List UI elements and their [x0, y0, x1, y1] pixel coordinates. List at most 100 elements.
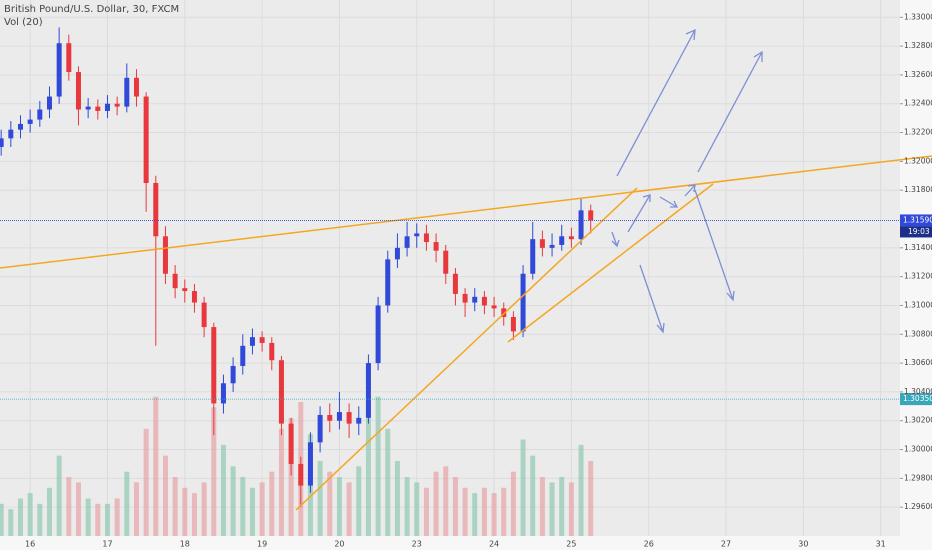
volume-bar — [404, 477, 410, 536]
candle-body — [307, 442, 313, 486]
volume-bar — [220, 444, 226, 536]
volume-bar — [66, 477, 72, 536]
volume-bar — [172, 477, 178, 536]
arrow — [627, 194, 651, 233]
volume-bar — [162, 455, 168, 536]
candle-body — [133, 77, 139, 97]
candle-body — [539, 239, 545, 248]
countdown: 19:03 — [908, 227, 930, 236]
y-tick-label: 1.31000 — [904, 300, 932, 309]
candle-body — [568, 236, 574, 240]
volume-bar — [211, 407, 217, 536]
candle-body — [56, 43, 62, 97]
y-tick-label: 1.33000 — [904, 12, 932, 21]
candle-body — [153, 182, 159, 237]
candle-body — [288, 423, 294, 464]
candle-body — [394, 247, 400, 260]
candle-body — [27, 119, 33, 124]
y-tick-label: 1.30000 — [904, 445, 932, 454]
y-tick-label: 1.31200 — [904, 272, 932, 281]
candle-body — [191, 291, 197, 303]
volume-bar — [17, 498, 23, 536]
x-tick-label: 19 — [257, 540, 267, 549]
price-label-box — [900, 214, 932, 227]
candle-body — [124, 77, 130, 107]
y-tick-label: 1.32200 — [904, 128, 932, 137]
volume-bar — [56, 455, 62, 536]
volume-bar — [230, 466, 236, 536]
candle-body — [346, 412, 352, 424]
x-tick-label: 31 — [876, 540, 886, 549]
candle-body — [481, 296, 487, 306]
volume-bar — [114, 498, 120, 536]
volume-bar — [414, 482, 420, 536]
volume-bar — [201, 482, 207, 536]
volume-bar — [191, 493, 197, 536]
y-tick-label: 1.32800 — [904, 41, 932, 50]
trend-line — [507, 183, 714, 343]
volume-bar — [394, 460, 400, 536]
volume-bar — [520, 439, 526, 536]
x-tick-label: 18 — [180, 540, 190, 549]
volume-bar — [472, 493, 478, 536]
volume-bar — [27, 493, 33, 536]
y-tick-label: 1.29600 — [904, 502, 932, 511]
arrow — [684, 184, 696, 197]
arrow — [616, 28, 696, 177]
volume-bar — [259, 482, 265, 536]
candle-body — [327, 414, 333, 421]
countdown-box — [900, 226, 932, 238]
volume-bar — [491, 493, 497, 536]
price-axis — [900, 0, 932, 550]
candle-body — [37, 109, 43, 120]
candle-body — [530, 239, 536, 274]
volume-bar — [85, 498, 91, 536]
candle-body — [510, 316, 516, 332]
arrow — [611, 231, 620, 248]
candle-body — [472, 296, 478, 303]
y-tick-label: 1.30200 — [904, 416, 932, 425]
volume-label: Vol (20) — [4, 17, 43, 28]
volume-bar — [423, 487, 429, 536]
x-tick-label: 27 — [721, 540, 731, 549]
candle-body — [414, 233, 420, 237]
candle-body — [114, 103, 120, 107]
candle-body — [95, 106, 101, 111]
candle-body — [423, 233, 429, 243]
plot-background — [0, 0, 900, 536]
candle-body — [230, 365, 236, 384]
volume-bar — [365, 418, 371, 536]
volume-bar — [375, 396, 381, 536]
trend-line — [295, 187, 638, 511]
volume-bar — [182, 487, 188, 536]
y-tick-label: 1.30400 — [904, 387, 932, 396]
arrow — [694, 189, 735, 302]
candle-body — [162, 236, 168, 274]
price-label-box — [900, 393, 932, 406]
volume-bar — [95, 503, 101, 536]
volume-bar — [124, 471, 130, 536]
y-tick-label: 1.32600 — [904, 70, 932, 79]
volume-bar — [75, 482, 81, 536]
volume-bar — [559, 477, 565, 536]
candle-body — [66, 43, 72, 73]
y-tick-label: 1.31400 — [904, 243, 932, 252]
candle-body — [433, 242, 439, 251]
arrow — [697, 50, 763, 173]
time-axis — [0, 536, 900, 550]
volume-bar — [568, 482, 574, 536]
candle-body — [491, 305, 497, 309]
candle-body — [317, 414, 323, 443]
candle-body — [201, 302, 207, 328]
volume-bar — [385, 428, 391, 536]
candle-body — [182, 288, 188, 292]
y-tick-label: 1.30800 — [904, 329, 932, 338]
candle-body — [336, 412, 342, 421]
candle-body — [17, 123, 23, 130]
candle-body — [104, 103, 110, 111]
y-tick-label: 1.30600 — [904, 358, 932, 367]
price-label: 1.31590 — [903, 215, 932, 224]
volume-bar — [317, 460, 323, 536]
candle-body — [462, 293, 468, 303]
